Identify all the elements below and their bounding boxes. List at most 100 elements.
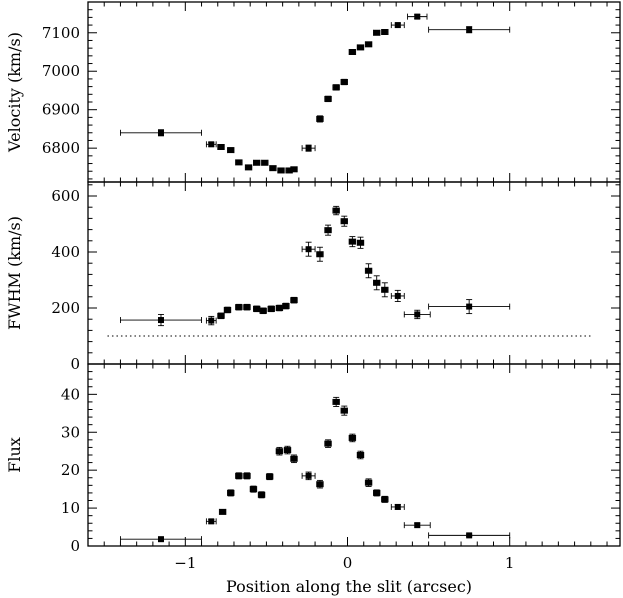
data-marker (218, 312, 224, 319)
data-point (381, 282, 389, 298)
data-point (316, 479, 324, 489)
data-marker (157, 536, 164, 543)
data-marker (333, 84, 340, 91)
data-point (390, 503, 405, 510)
data-marker (208, 141, 215, 148)
y-tick-label: 600 (51, 187, 80, 205)
data-marker (284, 447, 291, 454)
data-point (373, 489, 381, 497)
data-marker (381, 496, 388, 503)
panel-frame (87, 181, 621, 365)
data-marker (349, 49, 356, 55)
data-point (290, 454, 298, 464)
y-tick-label: 7000 (42, 62, 80, 80)
data-point (403, 522, 431, 529)
data-point (324, 95, 332, 103)
data-marker (333, 398, 340, 405)
y-axis-label: Flux (5, 437, 24, 473)
y-tick-label: 10 (61, 499, 80, 517)
data-point (259, 307, 267, 315)
data-point (381, 29, 389, 35)
data-point (340, 215, 348, 227)
data-point (257, 491, 266, 499)
y-tick-label: 400 (51, 243, 80, 261)
data-point (301, 144, 316, 152)
data-point (218, 508, 227, 515)
data-marker (365, 41, 372, 48)
data-point (119, 536, 202, 543)
data-point (217, 312, 225, 320)
data-point (227, 489, 235, 497)
data-marker (286, 167, 293, 174)
data-point (324, 224, 332, 236)
data-marker (414, 13, 421, 20)
data-marker (218, 144, 224, 150)
data-marker (373, 29, 380, 36)
data-point (223, 306, 232, 314)
data-point (403, 309, 431, 320)
data-point (275, 446, 284, 456)
data-marker (253, 159, 260, 166)
data-marker (278, 167, 285, 174)
data-point (267, 305, 275, 313)
data-marker (316, 115, 323, 122)
data-marker (269, 165, 276, 172)
data-marker (357, 239, 364, 246)
y-tick-label: 20 (61, 461, 80, 479)
data-marker (373, 489, 380, 496)
data-point (428, 532, 511, 539)
y-tick-label: 40 (61, 385, 80, 403)
data-marker (381, 286, 388, 293)
data-point (381, 495, 389, 503)
data-marker (258, 491, 265, 498)
data-marker (157, 317, 164, 324)
data-point (252, 305, 261, 313)
data-marker (349, 238, 356, 245)
y-tick-label: 30 (61, 423, 80, 441)
panel-3: 0 10 20 30 40 Flux −1 0 1 Position along the slit… (5, 363, 621, 596)
data-marker (466, 26, 473, 33)
data-marker (394, 22, 401, 29)
data-point (205, 315, 217, 326)
data-point (356, 44, 365, 51)
data-point (282, 302, 290, 310)
data-point (364, 478, 373, 487)
data-marker (466, 303, 473, 310)
data-marker (227, 489, 234, 496)
data-point (373, 29, 381, 36)
data-point (390, 22, 405, 29)
data-marker (394, 292, 401, 299)
data-marker (243, 304, 250, 311)
data-point (227, 147, 235, 154)
data-point (119, 129, 202, 137)
data-point (428, 26, 511, 34)
data-point (261, 159, 269, 166)
data-point (205, 141, 217, 148)
data-point (340, 78, 348, 86)
data-marker (349, 434, 356, 441)
data-point (252, 159, 261, 166)
data-point (316, 115, 324, 123)
data-point (290, 166, 298, 173)
data-point (390, 289, 405, 303)
data-marker (394, 503, 401, 510)
data-point (235, 303, 243, 311)
y-axis-label: Velocity (km/s) (5, 32, 24, 153)
data-marker (357, 44, 364, 51)
data-marker (208, 317, 215, 324)
data-marker (276, 305, 283, 311)
y-axis-label: FWHM (km/s) (5, 216, 24, 330)
data-marker (365, 267, 372, 274)
data-point (301, 471, 316, 481)
data-point (205, 518, 217, 525)
panel-frame (87, 1, 621, 183)
data-marker (414, 311, 421, 318)
data-point (364, 41, 373, 48)
data-marker (381, 29, 388, 35)
data-marker (341, 407, 348, 414)
y-tick-label: 0 (70, 355, 80, 373)
data-marker (305, 145, 312, 152)
data-marker (235, 304, 242, 311)
